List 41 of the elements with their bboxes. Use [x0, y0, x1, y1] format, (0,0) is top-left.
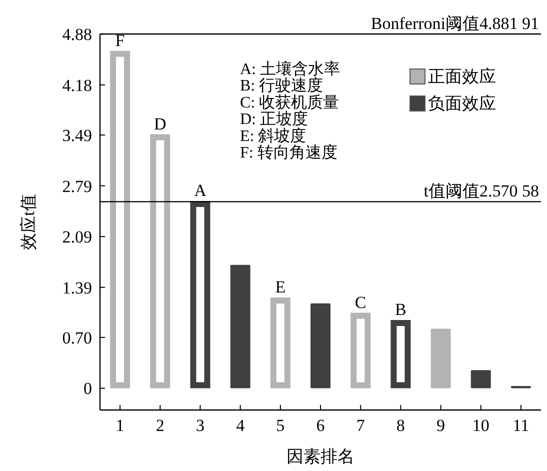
y-tick-label: 1.39	[62, 278, 92, 298]
bar	[430, 328, 451, 388]
y-axis-title: 效应t值	[19, 194, 38, 250]
annotation: A	[194, 181, 208, 200]
legend-label: 正面效应	[428, 67, 496, 86]
y-tick-label: 2.79	[62, 176, 92, 196]
annotation: A: 土壤含水率	[240, 60, 340, 78]
annotation: E	[275, 278, 286, 297]
x-axis-title: 因素排名	[286, 447, 354, 466]
y-tick-label: 4.18	[62, 76, 92, 95]
x-tick-label: 10	[472, 416, 490, 435]
ref-line-label: Bonferroni阈值4.881 91	[370, 14, 539, 33]
y-tick-label: 4.88	[62, 25, 92, 44]
annotation: D: 正坡度	[240, 110, 308, 128]
annotation: E: 斜坡度	[240, 126, 306, 145]
annotation: D	[154, 114, 166, 134]
y-tick-label: 3.49	[62, 126, 92, 145]
x-tick-label: 2	[156, 416, 164, 435]
annotation: F	[115, 30, 125, 50]
x-tick-label: 7	[356, 416, 366, 435]
annotation: C	[354, 292, 366, 312]
bar	[230, 264, 250, 388]
x-tick-label: 4	[236, 416, 246, 435]
y-tick-label: 0	[84, 379, 92, 398]
y-tick-label: 2.09	[62, 228, 92, 247]
x-tick-label: 9	[436, 416, 446, 435]
annotation: B	[395, 300, 406, 320]
y-tick-label: 0.70	[62, 328, 92, 348]
annotation: F: 转向角速度	[240, 144, 338, 162]
x-tick-label: 6	[316, 416, 325, 435]
x-tick-label: 5	[276, 416, 285, 435]
x-tick-label: 3	[196, 416, 204, 435]
x-tick-label: 8	[396, 416, 405, 435]
x-tick-label: 1	[116, 416, 124, 435]
legend-label: 负面效应	[428, 94, 496, 113]
bar	[310, 303, 330, 388]
bar	[470, 370, 491, 388]
ref-line-label: t值阈值2.570 58	[424, 182, 539, 201]
annotation: B: 行驶速度	[240, 76, 324, 95]
x-tick-label: 11	[512, 416, 530, 435]
annotation: C: 收获机质量	[240, 93, 340, 112]
